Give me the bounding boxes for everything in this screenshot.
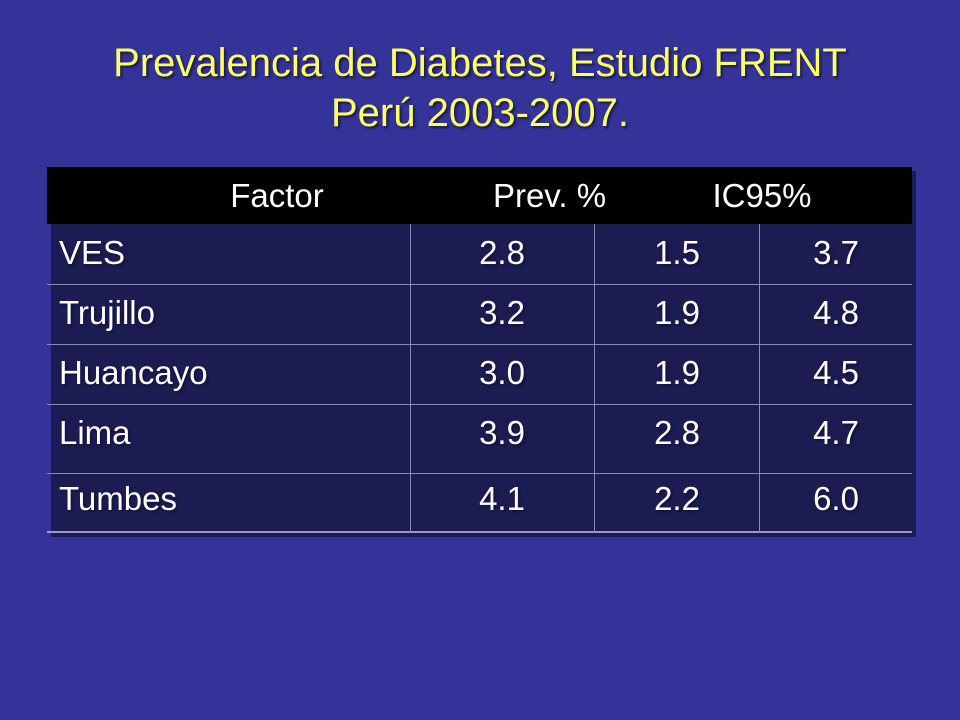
- table-row: Trujillo 3.2 1.9 4.8: [47, 284, 912, 344]
- cell-ic-high: 3.7: [813, 234, 859, 271]
- column-divider: [759, 224, 760, 533]
- table-header: Factor Prev. % IC95%: [47, 167, 912, 224]
- table-row: Tumbes 4.1 2.2 6.0: [47, 470, 912, 530]
- row-divider: [47, 344, 912, 345]
- cell-prev: 3.0: [479, 354, 525, 391]
- row-divider: [47, 473, 912, 474]
- cell-ic-high: 4.7: [813, 414, 859, 451]
- cell-prev: 3.2: [479, 294, 525, 331]
- prevalence-table: Factor Prev. % IC95% VES 2.8 1.5 3.7 Tru…: [47, 167, 912, 533]
- cell-factor: Trujillo: [59, 294, 155, 331]
- header-ic95: IC95%: [712, 177, 812, 214]
- cell-ic-low: 1.5: [654, 234, 700, 271]
- table-bottom-border: [47, 531, 912, 533]
- cell-ic-high: 6.0: [813, 480, 859, 517]
- column-divider: [410, 224, 411, 533]
- table-row: VES 2.8 1.5 3.7: [47, 224, 912, 284]
- slide-title: Prevalencia de Diabetes, Estudio FRENT P…: [0, 38, 960, 138]
- column-divider: [594, 224, 595, 533]
- row-divider: [47, 284, 912, 285]
- slide-title-line-2: Perú 2003-2007.: [330, 91, 629, 135]
- cell-ic-low: 2.8: [654, 414, 700, 451]
- cell-factor: VES: [59, 234, 126, 271]
- header-factor: Factor: [230, 177, 324, 214]
- header-prev: Prev. %: [492, 177, 607, 214]
- cell-factor: Huancayo: [59, 354, 208, 391]
- cell-prev: 3.9: [479, 414, 525, 451]
- table-row: Huancayo 3.0 1.9 4.5: [47, 344, 912, 404]
- cell-ic-low: 1.9: [654, 294, 700, 331]
- row-divider: [47, 404, 912, 405]
- cell-prev: 2.8: [479, 234, 525, 271]
- table-row: Lima 3.9 2.8 4.7: [47, 404, 912, 464]
- cell-prev: 4.1: [479, 480, 525, 517]
- cell-factor: Tumbes: [59, 480, 177, 517]
- cell-factor: Lima: [59, 414, 131, 451]
- cell-ic-low: 2.2: [654, 480, 700, 517]
- cell-ic-low: 1.9: [654, 354, 700, 391]
- cell-ic-high: 4.8: [813, 294, 859, 331]
- slide-title-line-1: Prevalencia de Diabetes, Estudio FRENT: [113, 41, 847, 85]
- table-shadow: [51, 171, 916, 537]
- cell-ic-high: 4.5: [813, 354, 859, 391]
